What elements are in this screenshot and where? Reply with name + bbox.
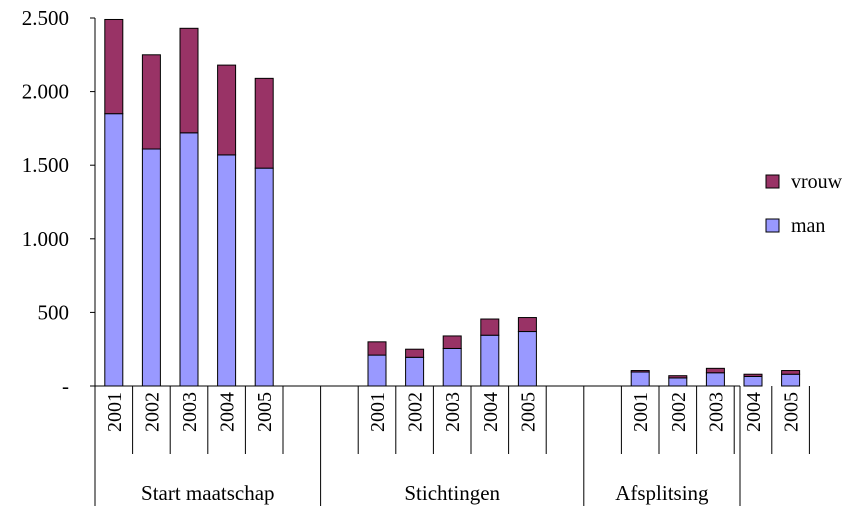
x-tick-label: 2005 [517, 392, 539, 432]
x-tick-label: 2003 [705, 392, 727, 432]
bar-segment-man [104, 113, 124, 387]
bar-segment-man [254, 167, 274, 387]
y-tick-label: 2.500 [22, 6, 69, 30]
bar-segment-man [141, 148, 161, 387]
bar-segment-vrouw [179, 27, 199, 134]
bar-segment-vrouw [217, 64, 237, 156]
x-tick-label: 2001 [367, 392, 389, 432]
bar-segment-vrouw [630, 370, 650, 373]
x-tick-label: 2005 [254, 392, 276, 432]
y-tick-label: - [62, 374, 69, 398]
bar-segment-vrouw [517, 317, 537, 333]
x-group-label: Afsplitsing [615, 481, 709, 505]
bar-segment-vrouw [141, 54, 161, 150]
bar-segment-man [179, 132, 199, 387]
x-tick-label: 2003 [442, 392, 464, 432]
bar-segment-man [442, 347, 462, 387]
legend: vrouw man [765, 171, 843, 237]
x-tick-label: 2004 [743, 392, 765, 432]
bar-segment-man [705, 372, 725, 387]
x-axis: 2001 2002 2003 2004 2005 2001 2002 2003 2004 2005… [94, 385, 810, 506]
bar-segment-vrouw [442, 335, 462, 349]
x-tick-label: 2001 [630, 392, 652, 432]
bar-segment-man [405, 356, 425, 387]
y-tick-label: 500 [38, 300, 70, 324]
bar-segment-man [217, 154, 237, 387]
bar-segment-man [480, 334, 500, 387]
legend-label: vrouw [791, 171, 843, 193]
x-tick-label: 2005 [781, 392, 803, 432]
bar-segment-vrouw [781, 370, 801, 375]
x-tick-label: 2002 [668, 392, 690, 432]
bar-segment-man [743, 375, 763, 387]
x-tick-label: 2002 [405, 392, 427, 432]
bar-segment-man [668, 377, 688, 387]
bar-segment-vrouw [367, 341, 387, 356]
x-tick-label: 2003 [179, 392, 201, 432]
bar-segment-vrouw [480, 318, 500, 336]
legend-label: man [791, 215, 825, 237]
bar-segment-man [630, 371, 650, 387]
bar-segment-man [781, 373, 801, 387]
bars [104, 18, 801, 387]
x-tick-label: 2001 [104, 392, 126, 432]
x-tick-label: 2002 [141, 392, 163, 432]
bar-segment-vrouw [743, 373, 763, 377]
x-group-label: Start maatschap [141, 481, 275, 505]
y-tick-label: 1.500 [22, 153, 69, 177]
legend-swatch [765, 174, 780, 189]
legend-swatch [765, 218, 780, 233]
x-tick-label: 2004 [217, 392, 239, 432]
x-tick-label: 2004 [480, 392, 502, 432]
x-group-label: Stichtingen [404, 481, 500, 505]
bar-segment-vrouw [254, 77, 274, 169]
bar-segment-vrouw [705, 367, 725, 374]
bar-segment-vrouw [405, 348, 425, 358]
bar-segment-man [517, 331, 537, 387]
bar-segment-man [367, 354, 387, 387]
y-tick-label: 1.000 [22, 227, 69, 251]
bar-segment-vrouw [104, 18, 124, 115]
bar-segment-vrouw [668, 375, 688, 379]
y-axis: - 500 1.000 1.500 2.000 2.500 [22, 6, 96, 398]
y-tick-label: 2.000 [22, 80, 69, 104]
